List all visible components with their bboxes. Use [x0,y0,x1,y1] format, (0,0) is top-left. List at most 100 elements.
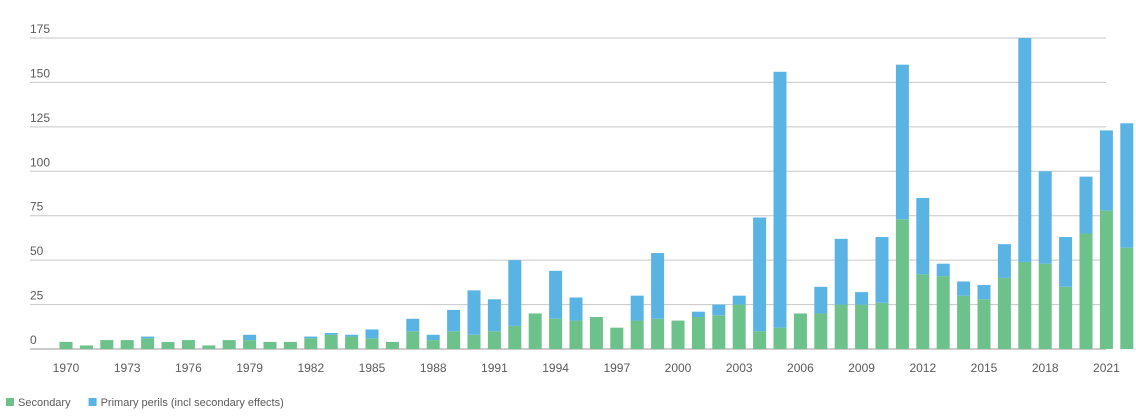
bar-secondary-1973 [120,340,134,349]
bar-secondary-2014 [957,295,971,349]
bar-secondary-2020 [1079,233,1093,349]
bar-primary-2008 [834,238,848,305]
bar-secondary-2006 [793,313,807,349]
bar-primary-2017 [1018,38,1032,262]
x-tick-label: 1973 [114,361,141,375]
grid-lines [30,37,1106,350]
bar-secondary-2011 [895,219,909,349]
bar-primary-2019 [1059,237,1073,287]
bar-secondary-2017 [1018,261,1032,349]
x-tick-label: 1997 [603,361,630,375]
legend-swatch-0 [6,398,14,406]
y-tick-label: 25 [30,289,44,303]
y-tick-labels: 0 25 50 75 100 125 150 175 [30,22,50,347]
bar-secondary-1986 [385,341,399,349]
bar-primary-1992 [508,260,522,326]
bar-secondary-2013 [936,276,950,349]
bar-primary-2009 [855,292,869,305]
bar-secondary-1989 [447,331,461,349]
bar-secondary-2003 [732,304,746,349]
x-tick-label: 2009 [848,361,875,375]
bar-secondary-2010 [875,302,889,349]
bar-primary-2004 [753,217,767,332]
bar-primary-1990 [467,290,481,335]
bar-primary-2011 [895,64,909,220]
x-tick-label: 1979 [236,361,263,375]
bar-primary-2018 [1038,171,1052,264]
y-tick-label: 125 [30,111,50,125]
bar-secondary-2009 [855,304,869,349]
bar-secondary-1994 [549,318,563,349]
bar-secondary-2012 [916,274,930,349]
bar-secondary-1971 [79,345,93,349]
bar-primary-1983 [324,333,338,335]
x-tick-label: 2015 [971,361,998,375]
bar-secondary-1983 [324,334,338,349]
bar-primary-2001 [691,311,705,318]
bar-secondary-2021 [1099,210,1113,349]
bar-secondary-1977 [202,345,216,349]
x-tick-label: 1991 [481,361,508,375]
bar-primary-1995 [569,297,583,321]
x-tick-label: 1985 [359,361,386,375]
y-tick-label: 150 [30,66,50,80]
bar-secondary-1997 [610,327,624,349]
bar-secondary-1988 [426,340,440,349]
y-tick-label: 100 [30,155,50,169]
bar-secondary-2008 [834,304,848,349]
bar-secondary-1996 [589,317,603,349]
bar-secondary-1984 [345,336,359,349]
bar-secondary-1982 [304,338,318,349]
x-tick-label: 1994 [542,361,569,375]
bar-secondary-1978 [222,340,236,349]
bar-primary-2016 [997,244,1011,278]
bar-primary-1991 [487,299,501,332]
bar-primary-1994 [549,270,563,319]
x-tick-label: 1982 [297,361,324,375]
bar-primary-2020 [1079,176,1093,234]
bar-secondary-2015 [977,299,991,349]
bar-secondary-1987 [406,331,420,349]
legend-swatch-1 [88,398,97,406]
bar-secondary-2002 [712,315,726,349]
bar-primary-1987 [406,318,420,332]
bar-secondary-2022 [1120,247,1134,349]
y-tick-label: 50 [30,244,44,258]
x-tick-label: 2006 [787,361,814,375]
x-tick-label: 1976 [175,361,202,375]
y-tick-label: 175 [30,22,50,36]
x-tick-label: 2021 [1093,361,1120,375]
bar-primary-2014 [957,281,971,296]
bar-secondary-1980 [263,341,277,349]
x-tick-label: 1988 [420,361,447,375]
bar-secondary-1991 [487,331,501,349]
bar-primary-2012 [916,197,930,275]
bar-secondary-1999 [651,318,665,349]
bar-primary-2003 [732,295,746,305]
bar-secondary-2004 [753,331,767,349]
bar-secondary-1972 [100,340,114,349]
bar-primary-1979 [243,334,257,341]
x-tick-label: 2003 [726,361,753,375]
bar-primary-1982 [304,336,318,339]
bar-secondary-1985 [365,338,379,349]
bar-secondary-1974 [141,338,155,349]
bar-primary-1988 [426,334,440,341]
bar-primary-2015 [977,285,991,300]
x-tick-label: 2018 [1032,361,1059,375]
bar-primary-2010 [875,237,889,303]
bar-secondary-2001 [691,317,705,349]
bar-primary-1999 [651,253,665,319]
bar-secondary-1993 [528,313,542,349]
bar-secondary-1970 [59,341,73,349]
legend-label-0: Secondary [18,397,71,409]
bar-primary-2013 [936,263,950,277]
bar-secondary-1976 [181,340,195,349]
y-tick-label: 75 [30,200,44,214]
bar-secondary-1992 [508,325,522,349]
bar-primary-2007 [814,286,828,314]
bar-secondary-2016 [997,277,1011,349]
bar-primary-2022 [1120,123,1134,248]
